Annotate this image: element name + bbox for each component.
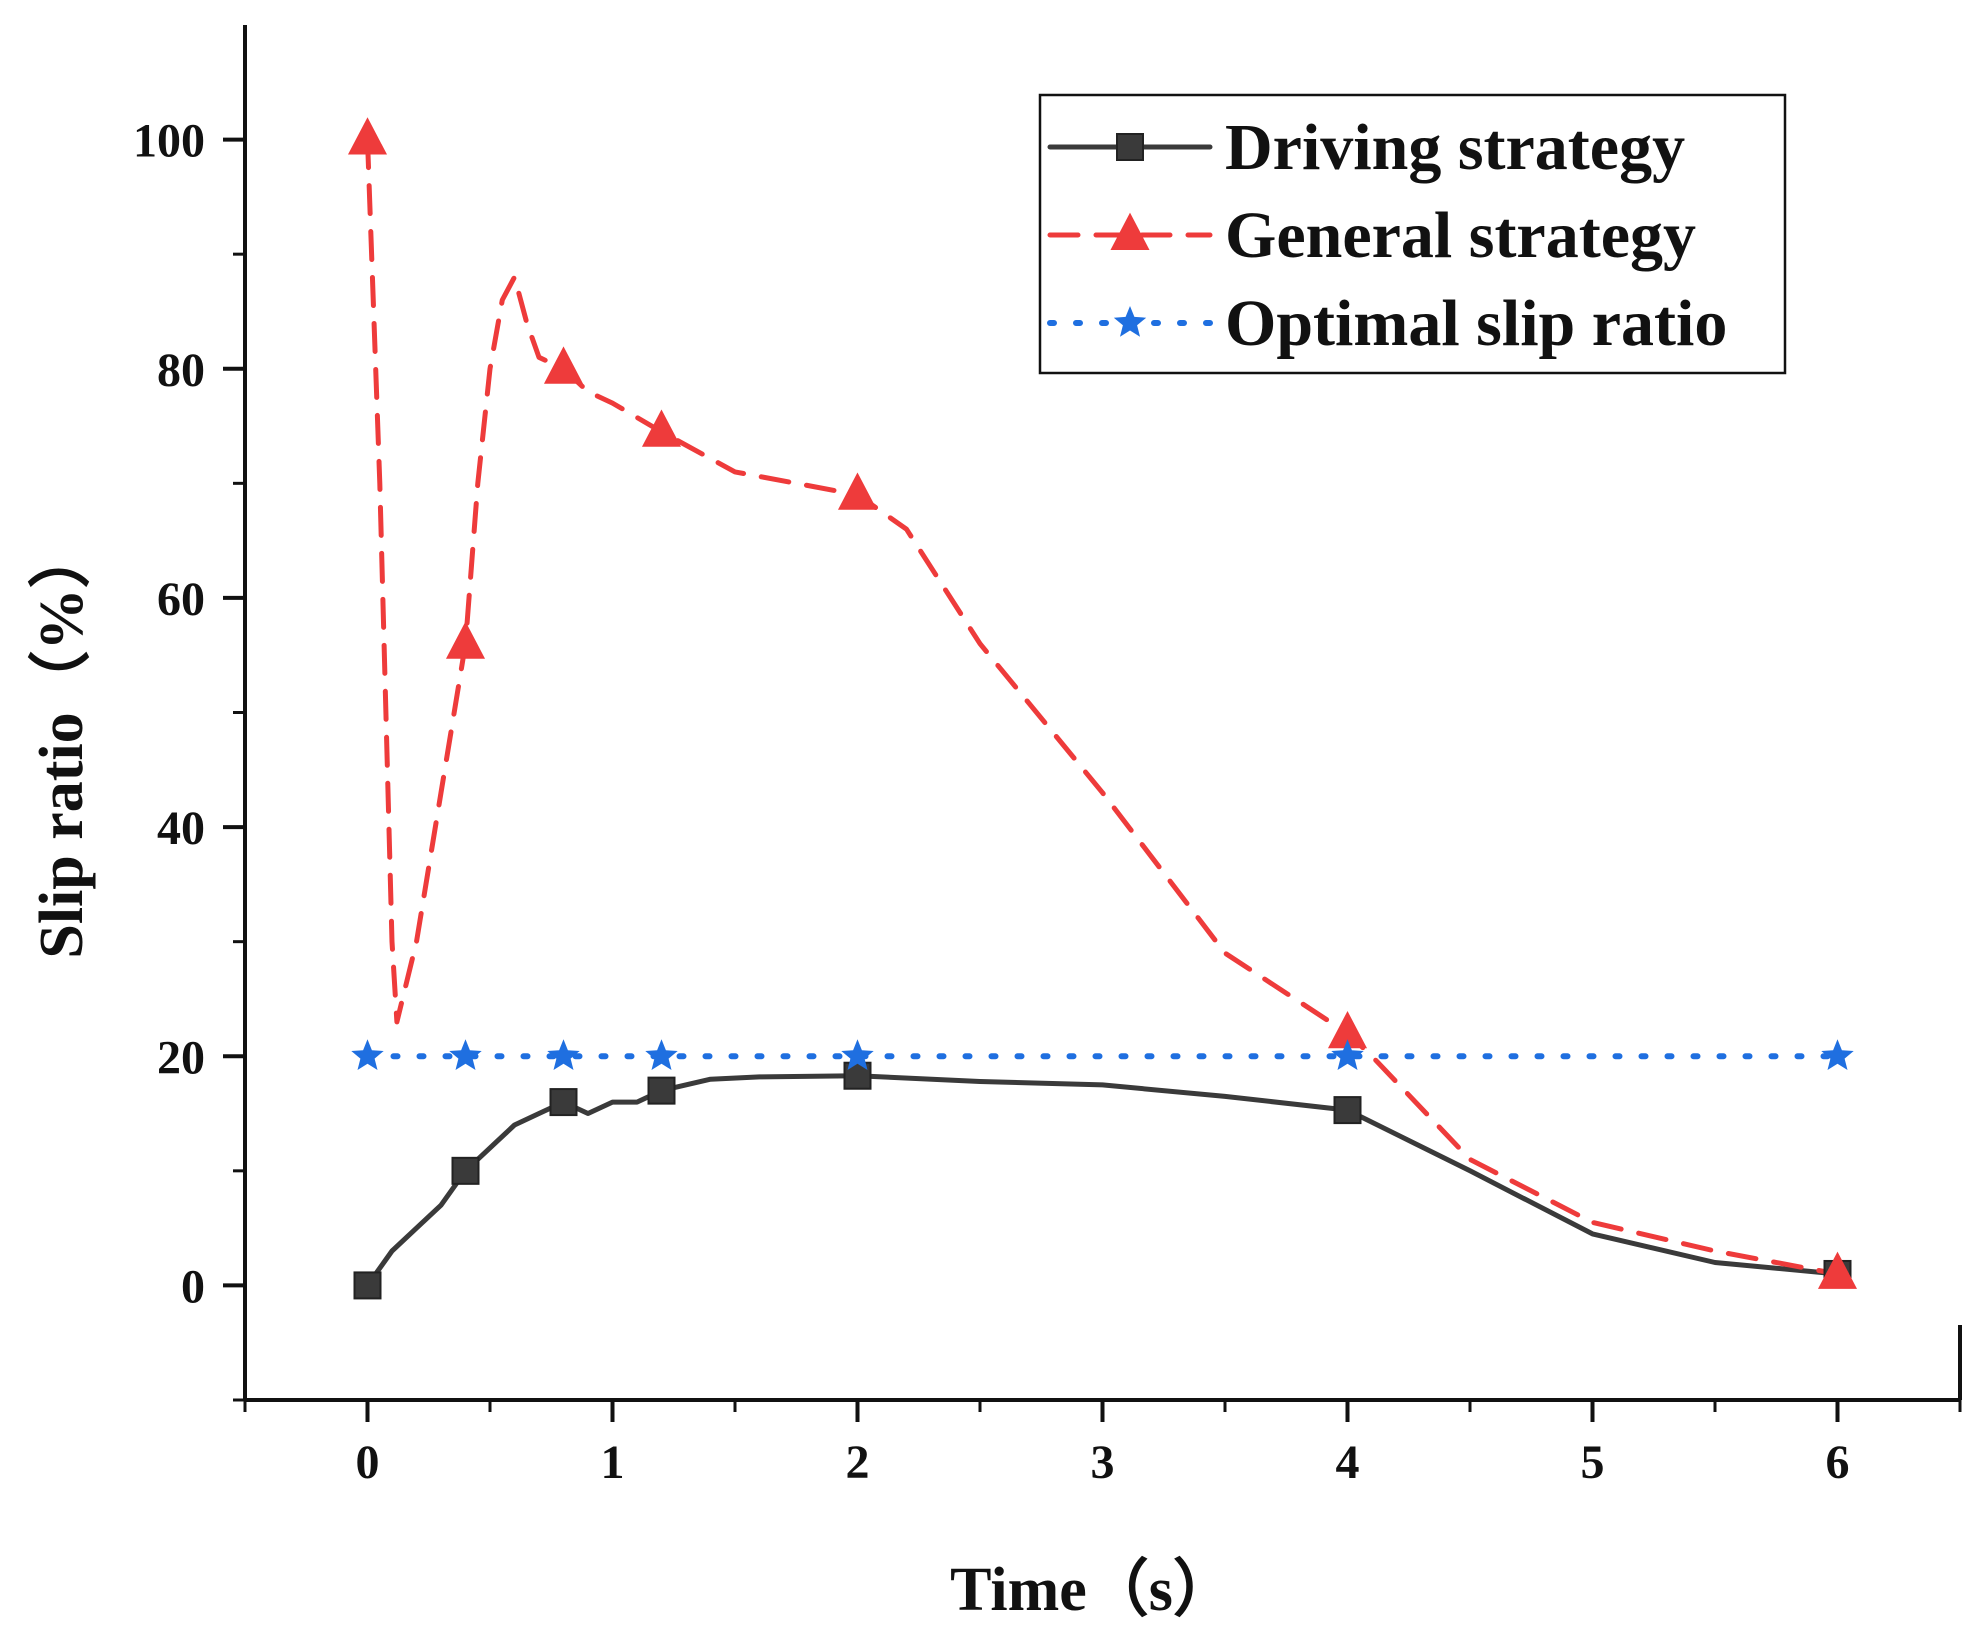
optimal-slip-ratio-marker xyxy=(449,1039,482,1070)
general-strategy-marker xyxy=(543,346,584,384)
legend-item-driving-strategy: Driving strategy xyxy=(1047,111,1685,184)
x-tick-label: 6 xyxy=(1826,1436,1850,1489)
x-tick-label: 1 xyxy=(601,1436,625,1489)
driving-strategy-marker xyxy=(1333,1096,1362,1125)
x-tick-label: 5 xyxy=(1581,1436,1605,1489)
driving-strategy-marker xyxy=(647,1076,676,1105)
y-tick-label: 0 xyxy=(181,1260,205,1313)
y-tick-label: 60 xyxy=(157,573,205,626)
x-tick-label: 0 xyxy=(356,1436,380,1489)
x-tick-label: 3 xyxy=(1091,1436,1115,1489)
ticks: 0 20 40 60 80 100 0 1 2 3 4 5 6 xyxy=(133,115,1962,1489)
legend-marker xyxy=(1110,212,1150,250)
x-tick-label: 4 xyxy=(1336,1436,1360,1489)
y-tick-label: 100 xyxy=(133,115,205,168)
legend-label: General strategy xyxy=(1225,199,1696,272)
y-axis-title: Slip ratio（%） xyxy=(26,526,96,958)
general-strategy-marker xyxy=(1817,1251,1858,1289)
optimal-slip-ratio-marker xyxy=(645,1039,678,1070)
optimal-slip-ratio-marker xyxy=(1331,1039,1364,1070)
driving-strategy-line xyxy=(365,1073,1840,1288)
general-strategy-marker xyxy=(445,621,486,659)
legend-label: Driving strategy xyxy=(1225,111,1685,184)
legend-label: Optimal slip ratio xyxy=(1225,287,1727,360)
legend-item-optimal-slip-ratio: Optimal slip ratio xyxy=(1047,287,1727,360)
general-strategy-marker xyxy=(837,472,878,510)
driving-strategy-marker xyxy=(451,1156,480,1185)
driving-strategy-marker xyxy=(353,1271,382,1300)
y-tick-label: 80 xyxy=(157,344,205,397)
optimal-slip-ratio-marker xyxy=(351,1039,384,1070)
optimal-slip-ratio-marker xyxy=(547,1039,580,1070)
optimal-slip-ratio-marker xyxy=(841,1039,874,1070)
legend: Driving strategy General strategy Optimal … xyxy=(1038,93,1787,375)
optimal-slip-ratio-marker xyxy=(1821,1039,1854,1070)
y-tick-label: 20 xyxy=(157,1031,205,1084)
x-axis-title: Time（s） xyxy=(950,1554,1235,1624)
y-tick-label: 40 xyxy=(157,802,205,855)
legend-marker xyxy=(1113,306,1147,337)
legend-item-general-strategy: General strategy xyxy=(1047,199,1696,272)
general-strategy-marker xyxy=(347,117,388,155)
general-strategy-marker xyxy=(641,409,682,447)
x-tick-label: 2 xyxy=(846,1436,870,1489)
driving-strategy-marker xyxy=(549,1088,578,1117)
legend-marker xyxy=(1116,133,1144,161)
markers xyxy=(347,117,1858,1300)
